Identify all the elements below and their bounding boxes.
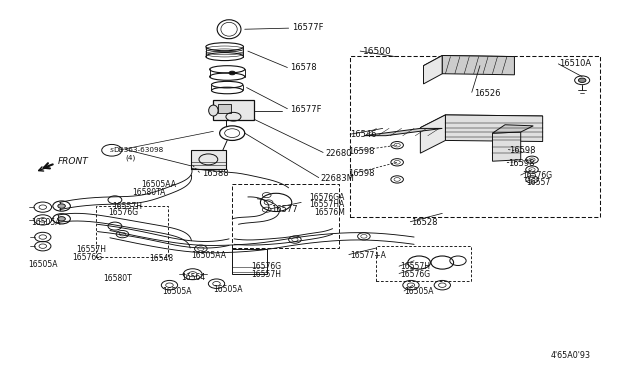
Text: 16577F: 16577F bbox=[290, 105, 321, 114]
Bar bbox=[350, 56, 600, 217]
Bar bbox=[96, 206, 168, 257]
Text: 16557H: 16557H bbox=[400, 262, 430, 272]
Text: 16526: 16526 bbox=[474, 89, 500, 97]
Polygon shape bbox=[420, 115, 543, 128]
Text: 16576G: 16576G bbox=[251, 262, 281, 272]
Text: 16576G: 16576G bbox=[400, 270, 431, 279]
Text: 16505A: 16505A bbox=[404, 287, 434, 296]
Circle shape bbox=[58, 217, 65, 221]
Circle shape bbox=[58, 204, 65, 208]
Text: 16557: 16557 bbox=[525, 178, 550, 187]
Text: 16577: 16577 bbox=[271, 205, 298, 214]
Polygon shape bbox=[420, 115, 445, 153]
Bar bbox=[213, 100, 254, 121]
Text: 16546: 16546 bbox=[350, 131, 376, 140]
Text: 16580TA: 16580TA bbox=[132, 188, 165, 197]
Text: 16557HA: 16557HA bbox=[308, 201, 344, 209]
Text: 16528: 16528 bbox=[411, 218, 438, 227]
Text: 16580T: 16580T bbox=[104, 275, 132, 283]
Text: 16598: 16598 bbox=[348, 169, 375, 178]
Text: 16557H: 16557H bbox=[251, 270, 281, 279]
Text: 16598: 16598 bbox=[508, 159, 534, 168]
Text: 22680: 22680 bbox=[325, 149, 351, 158]
Text: 16576GA: 16576GA bbox=[308, 193, 344, 202]
Bar bbox=[376, 246, 470, 281]
Text: 16505A: 16505A bbox=[31, 218, 61, 227]
Text: 16505A: 16505A bbox=[162, 287, 191, 296]
Polygon shape bbox=[493, 132, 521, 161]
Text: 16576G: 16576G bbox=[72, 253, 102, 262]
Polygon shape bbox=[364, 128, 442, 136]
Polygon shape bbox=[445, 115, 543, 141]
Text: (4): (4) bbox=[125, 155, 136, 161]
Bar bbox=[191, 150, 226, 169]
Text: 16505A: 16505A bbox=[28, 260, 58, 269]
Polygon shape bbox=[442, 55, 515, 75]
Text: 16598: 16598 bbox=[509, 146, 536, 155]
Text: 16578: 16578 bbox=[290, 63, 317, 72]
Bar bbox=[218, 104, 231, 113]
Text: 16500: 16500 bbox=[363, 46, 392, 55]
Text: 16576M: 16576M bbox=[314, 208, 344, 217]
Text: FRONT: FRONT bbox=[58, 157, 88, 166]
Ellipse shape bbox=[209, 105, 218, 116]
Circle shape bbox=[579, 78, 586, 83]
Text: 16557H: 16557H bbox=[112, 202, 142, 211]
Text: S: S bbox=[110, 148, 114, 153]
Text: 16588: 16588 bbox=[202, 169, 228, 178]
Text: 16577+A: 16577+A bbox=[350, 251, 386, 260]
Text: 22683M: 22683M bbox=[320, 174, 354, 183]
Text: 16564: 16564 bbox=[180, 273, 205, 282]
Circle shape bbox=[229, 71, 236, 75]
Text: 16548: 16548 bbox=[149, 254, 173, 263]
Bar bbox=[232, 249, 267, 274]
Text: 16576G: 16576G bbox=[108, 208, 138, 218]
Text: 16505AA: 16505AA bbox=[191, 251, 227, 260]
Text: 16510A: 16510A bbox=[559, 60, 592, 68]
Bar bbox=[232, 184, 339, 248]
Text: 16598: 16598 bbox=[348, 147, 375, 156]
Text: 16576G: 16576G bbox=[522, 171, 552, 180]
Text: 16577F: 16577F bbox=[292, 23, 323, 32]
Text: DB363-63098: DB363-63098 bbox=[113, 147, 163, 153]
Text: 4'65A0'93: 4'65A0'93 bbox=[551, 351, 591, 360]
Text: 16505A: 16505A bbox=[213, 285, 243, 294]
Polygon shape bbox=[493, 125, 533, 133]
Text: 16557H: 16557H bbox=[77, 245, 107, 254]
Polygon shape bbox=[424, 55, 515, 67]
Text: 16505AA: 16505AA bbox=[141, 180, 176, 189]
Polygon shape bbox=[424, 55, 442, 84]
